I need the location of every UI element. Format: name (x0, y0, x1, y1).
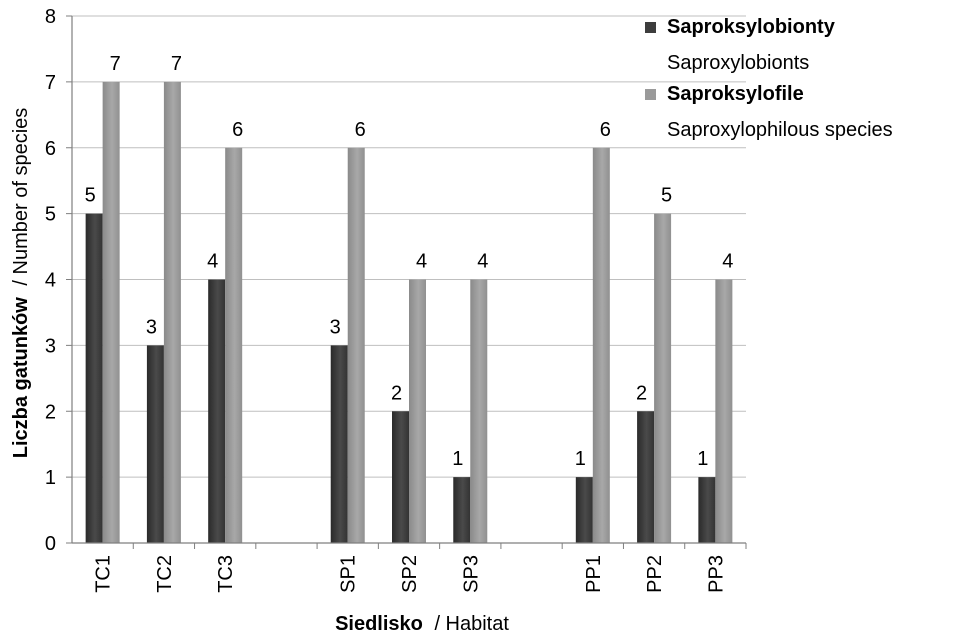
data-labels: 5 7 3 7 4 6 3 6 2 4 1 4 1 6 2 5 1 4 (85, 53, 734, 470)
data-label: 2 (391, 382, 402, 404)
x-axis-title: Siedlisko / Habitat (335, 613, 509, 635)
bar-saproksylobionty-pp3 (698, 477, 716, 543)
legend-label-en: Saproxylophilous species (667, 119, 893, 141)
x-axis-title-en: / Habitat (434, 613, 509, 635)
y-axis-title-pl: Liczba gatunków (10, 297, 32, 459)
data-label: 4 (207, 251, 218, 273)
legend-swatch (645, 89, 656, 100)
bar-saproksylobionty-pp2 (637, 411, 655, 543)
x-tick-label: SP3 (460, 555, 482, 593)
bar-saproksylobionty-tc3 (208, 279, 226, 543)
bar-saproksylofile-pp1 (592, 147, 610, 543)
data-label: 1 (697, 448, 708, 470)
data-label: 7 (171, 53, 182, 75)
bar-saproksylobionty-tc2 (146, 345, 164, 543)
bar-saproksylofile-sp2 (409, 279, 426, 543)
x-tick-label: SP1 (338, 555, 360, 593)
data-label: 4 (416, 251, 427, 273)
legend-label-en: Saproxylobionts (667, 52, 809, 74)
x-axis-title-pl: Siedlisko (335, 613, 423, 635)
data-label: 4 (722, 251, 733, 273)
x-tick-label: TC1 (93, 555, 115, 593)
legend-item-saproksylobionty: Saproksylobionty Saproxylobionts (645, 16, 836, 74)
data-label: 5 (661, 185, 672, 207)
data-label: 5 (85, 185, 96, 207)
bar-saproksylobionty-sp3 (453, 477, 471, 543)
y-tick-label: 1 (45, 467, 56, 489)
bar-saproksylofile-sp1 (347, 147, 365, 543)
axes: 0 1 2 3 4 5 6 7 8 TC1 TC2 TC3 SP1 SP2 SP3 PP1 PP2 PP3 (45, 6, 747, 593)
bar-saproksylofile-pp3 (715, 279, 733, 543)
bars (85, 81, 733, 543)
data-label: 3 (146, 316, 157, 338)
bar-saproksylofile-tc2 (163, 81, 181, 543)
y-tick-label: 3 (45, 335, 56, 357)
y-axis-title: Liczba gatunków / Number of species (10, 108, 32, 459)
data-label: 7 (110, 53, 121, 75)
y-tick-label: 2 (45, 401, 56, 423)
data-label: 1 (452, 448, 463, 470)
y-tick-label: 0 (45, 533, 56, 555)
y-tick-label: 5 (45, 204, 56, 226)
bar-saproksylofile-tc1 (102, 81, 120, 543)
legend-label: Saproksylofile (667, 83, 804, 105)
y-tick-label: 7 (45, 72, 56, 94)
bar-saproksylofile-tc3 (225, 147, 243, 543)
data-label: 6 (232, 119, 243, 141)
x-tick-label: PP2 (644, 555, 666, 593)
x-tick-label: SP2 (399, 555, 421, 593)
data-label: 4 (477, 251, 488, 273)
x-tick-label: TC2 (154, 555, 176, 593)
data-label: 1 (575, 448, 586, 470)
data-label: 6 (355, 119, 366, 141)
x-tick-label: TC3 (215, 555, 237, 593)
legend-swatch (645, 22, 656, 33)
bar-saproksylobionty-sp2 (392, 411, 409, 543)
data-label: 3 (330, 316, 341, 338)
y-axis-title-en: / Number of species (10, 108, 32, 286)
data-label: 2 (636, 382, 647, 404)
bar-saproksylofile-sp3 (470, 279, 488, 543)
x-tick-label: PP1 (583, 555, 605, 593)
x-tick-label: PP3 (705, 555, 727, 593)
bar-saproksylofile-pp2 (654, 213, 672, 543)
bar-saproksylobionty-tc1 (85, 213, 103, 543)
legend-label: Saproksylobionty (667, 16, 836, 38)
legend: SaproksylobiontySaproxylobiontsSaproksyl… (645, 16, 893, 141)
bar-saproksylobionty-pp1 (575, 477, 593, 543)
y-tick-label: 8 (45, 6, 56, 28)
y-tick-label: 6 (45, 138, 56, 160)
data-label: 6 (600, 119, 611, 141)
bar-saproksylobionty-sp1 (330, 345, 348, 543)
legend-item-saproksylofile: Saproksylofile Saproxylophilous species (645, 83, 893, 141)
y-tick-label: 4 (45, 270, 56, 292)
